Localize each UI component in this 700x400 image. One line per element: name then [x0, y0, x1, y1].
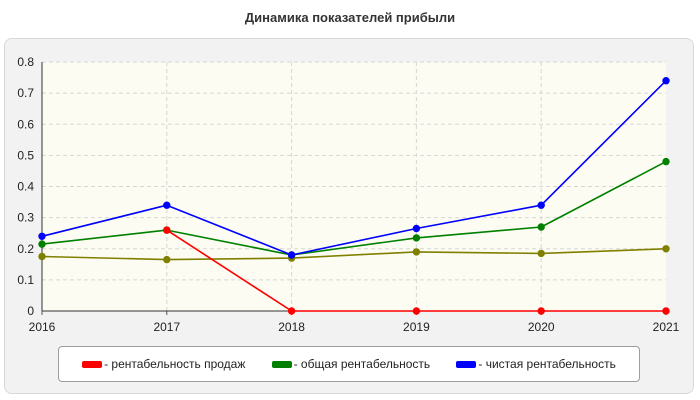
- legend-label: - общая рентабельность: [293, 357, 431, 371]
- data-point: [287, 307, 296, 315]
- data-point: [287, 251, 296, 259]
- legend-item-sales-profitability[interactable]: - рентабельность продаж: [82, 357, 245, 371]
- legend-label: - рентабельность продаж: [104, 357, 246, 371]
- y-tick-label: 0.8: [17, 55, 34, 69]
- x-tick-label: 2017: [153, 320, 180, 334]
- chart-title: Динамика показателей прибыли: [244, 10, 456, 25]
- data-point: [412, 224, 421, 233]
- x-tick-label: 2019: [403, 320, 430, 334]
- chart-legend: - рентабельность продаж - общая рентабел…: [58, 346, 640, 382]
- y-tick-label: 0: [27, 304, 34, 318]
- y-tick-label: 0.7: [17, 86, 34, 100]
- data-point: [38, 240, 46, 248]
- y-tick-label: 0.3: [17, 211, 34, 225]
- data-point: [537, 307, 545, 315]
- y-tick-label: 0.5: [17, 148, 34, 162]
- legend-label: - чистая рентабельность: [478, 357, 616, 371]
- series-line-1: [41, 160, 667, 256]
- legend-swatch-blue: [456, 360, 477, 368]
- series-line-2: [41, 80, 667, 256]
- y-tick-label: 0.2: [17, 242, 34, 256]
- data-point: [662, 77, 670, 85]
- x-tick-label: 2020: [528, 320, 555, 334]
- x-tick-label: 2016: [29, 320, 56, 334]
- data-point: [38, 252, 46, 261]
- data-point: [163, 201, 171, 209]
- legend-item-total-profitability[interactable]: - общая рентабельность: [271, 357, 431, 371]
- legend-swatch-green: [271, 360, 292, 368]
- data-point: [537, 223, 545, 231]
- legend-item-net-profitability[interactable]: - чистая рентабельность: [456, 357, 616, 371]
- data-point: [38, 232, 46, 241]
- data-point: [163, 255, 171, 264]
- x-tick-label: 2018: [278, 320, 305, 334]
- data-point: [412, 307, 421, 315]
- series-line-3: [41, 248, 667, 261]
- data-point: [412, 234, 421, 242]
- y-tick-label: 0.4: [17, 180, 34, 194]
- y-tick-label: 0.6: [17, 117, 34, 131]
- data-point: [412, 248, 421, 256]
- y-tick-label: 0.1: [17, 273, 34, 287]
- x-tick-label: 2021: [653, 320, 680, 334]
- data-point: [662, 157, 670, 166]
- data-point: [662, 307, 670, 315]
- data-point: [537, 249, 545, 258]
- data-point: [163, 226, 171, 234]
- data-point: [537, 201, 545, 209]
- data-point: [662, 245, 670, 253]
- legend-swatch-red: [82, 360, 103, 368]
